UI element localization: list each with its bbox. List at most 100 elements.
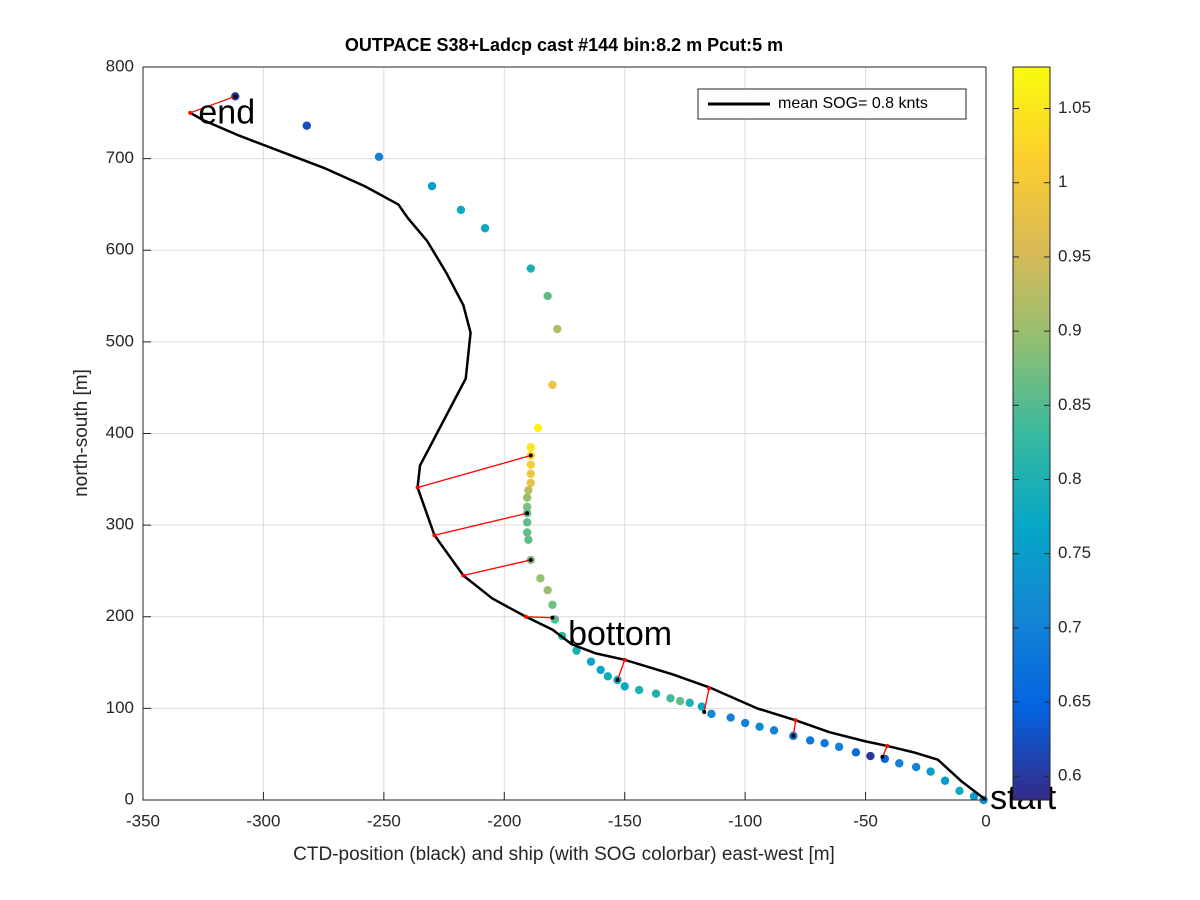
y-tick-label: 500 bbox=[106, 331, 134, 350]
chart-title: OUTPACE S38+Ladcp cast #144 bin:8.2 m Pc… bbox=[345, 35, 783, 55]
ship-point bbox=[820, 738, 829, 748]
ship-point bbox=[524, 486, 533, 495]
ship-point bbox=[926, 767, 935, 776]
ship-point bbox=[526, 460, 535, 469]
ship-point bbox=[603, 672, 613, 681]
colorbar bbox=[1012, 66, 1051, 801]
connector-ship-end bbox=[615, 677, 620, 682]
annotation: end bbox=[198, 94, 255, 132]
colorbar-tick-label: 0.75 bbox=[1058, 543, 1091, 562]
x-tick-label: -300 bbox=[246, 811, 280, 830]
ship-point bbox=[548, 380, 557, 390]
ship-point bbox=[969, 792, 979, 801]
ship-point bbox=[955, 786, 964, 796]
connector-ctd-end bbox=[885, 743, 890, 748]
x-tick-label: -250 bbox=[367, 811, 401, 830]
connector-ship-end bbox=[880, 754, 885, 759]
connector-ship-end bbox=[702, 710, 707, 715]
colorbar-tick-label: 0.8 bbox=[1058, 469, 1082, 488]
y-tick-label: 400 bbox=[106, 423, 134, 442]
connector bbox=[434, 512, 528, 536]
connector bbox=[881, 745, 888, 758]
ship-point bbox=[522, 528, 532, 537]
y-tick-label: 200 bbox=[106, 606, 134, 625]
ship-point bbox=[374, 152, 384, 161]
connector-ctd-end bbox=[523, 614, 528, 619]
colorbar-tick-label: 1.05 bbox=[1058, 98, 1091, 117]
ship-point bbox=[553, 324, 562, 334]
colorbar-tick-label: 0.7 bbox=[1058, 617, 1082, 636]
ship-point bbox=[548, 600, 557, 610]
ship-point bbox=[543, 291, 552, 301]
connector-ship-end bbox=[791, 733, 796, 738]
y-tick-label: 100 bbox=[106, 698, 134, 717]
ship-point bbox=[707, 709, 716, 719]
axes-box bbox=[142, 66, 987, 801]
ship-point bbox=[522, 493, 532, 502]
ship-point bbox=[572, 646, 581, 655]
connector-ctd-end bbox=[793, 718, 798, 723]
ship-point bbox=[427, 181, 437, 191]
connector-ship-end bbox=[233, 94, 238, 99]
colorbar-tick-label: 1 bbox=[1058, 172, 1067, 191]
connector-ship-end bbox=[525, 511, 530, 516]
ship-point bbox=[526, 264, 535, 273]
ship-point bbox=[524, 535, 533, 544]
connector-ship-end bbox=[550, 615, 555, 620]
colorbar-tick-label: 0.65 bbox=[1058, 692, 1091, 711]
ship-point bbox=[675, 696, 685, 706]
ship-point bbox=[740, 718, 750, 728]
ship-point bbox=[651, 689, 661, 698]
connector bbox=[417, 454, 531, 489]
ship-point bbox=[526, 478, 535, 488]
connector-ctd-end bbox=[188, 110, 193, 115]
x-tick-label: -50 bbox=[853, 811, 878, 830]
connector-ctd-end bbox=[622, 657, 627, 662]
connector-ctd-end bbox=[707, 686, 712, 691]
annotation: bottom bbox=[568, 615, 672, 653]
connector bbox=[792, 720, 797, 736]
ship-point bbox=[911, 762, 921, 772]
x-axis-label: CTD-position (black) and ship (with SOG … bbox=[293, 844, 835, 865]
y-tick-label: 300 bbox=[106, 515, 134, 534]
ship-point bbox=[586, 657, 596, 666]
x-tick-label: -200 bbox=[487, 811, 521, 830]
colorbar-tick-label: 0.9 bbox=[1058, 321, 1082, 340]
ship-point bbox=[480, 224, 490, 233]
connector-ctd-end bbox=[461, 573, 466, 578]
connector-ship-end bbox=[528, 453, 533, 458]
ship-point bbox=[851, 748, 861, 757]
colorbar-tick-label: 0.85 bbox=[1058, 395, 1091, 414]
ship-point bbox=[533, 423, 543, 433]
ship-point bbox=[866, 751, 875, 761]
y-tick-label: 700 bbox=[106, 148, 134, 167]
ship-point bbox=[769, 726, 779, 735]
y-tick-label: 600 bbox=[106, 240, 134, 259]
ship-point bbox=[697, 702, 706, 711]
ship-point bbox=[620, 682, 629, 691]
ship-point bbox=[526, 443, 535, 452]
ctd-line bbox=[189, 111, 987, 801]
ship-point bbox=[685, 698, 694, 708]
ship-point bbox=[522, 502, 532, 511]
ship-point bbox=[634, 685, 644, 695]
ship-point bbox=[596, 665, 605, 675]
ship-point bbox=[543, 585, 552, 595]
ship-point bbox=[940, 776, 950, 785]
connector bbox=[189, 95, 236, 114]
ship-point bbox=[805, 736, 815, 745]
y-axis-label: north-south [m] bbox=[71, 369, 92, 497]
connector bbox=[525, 616, 553, 619]
ship-point bbox=[522, 518, 532, 527]
ship-point bbox=[755, 722, 764, 731]
ship-point bbox=[726, 713, 735, 722]
ship-point bbox=[536, 574, 545, 583]
ship-point bbox=[666, 694, 675, 703]
ship-point bbox=[302, 121, 311, 130]
ship-point bbox=[526, 469, 535, 479]
x-tick-label: 0 bbox=[981, 811, 990, 830]
y-tick-label: 800 bbox=[106, 56, 134, 75]
connector-ship-end bbox=[528, 557, 533, 562]
ship-point bbox=[456, 205, 466, 215]
connector-ctd-end bbox=[432, 533, 437, 538]
